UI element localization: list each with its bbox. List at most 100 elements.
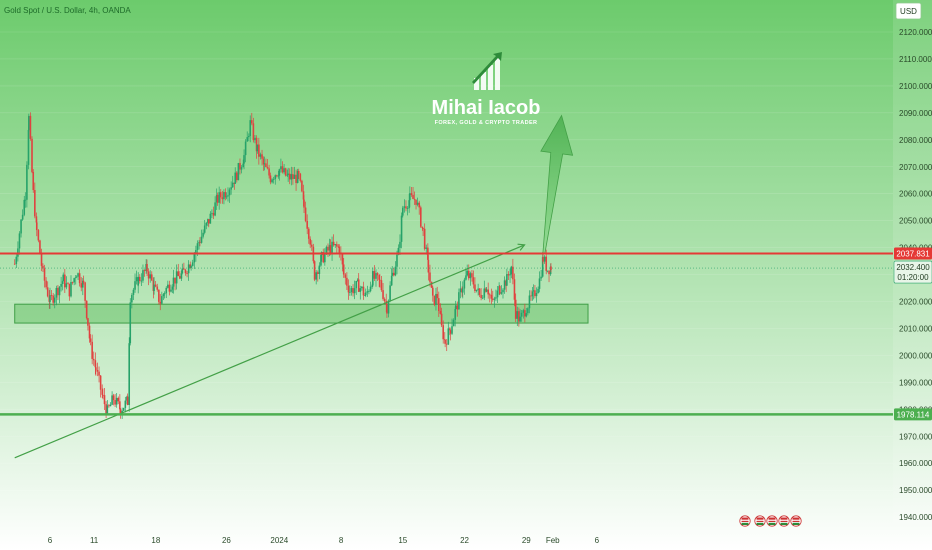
candle-body (214, 202, 216, 216)
candle-body (46, 287, 49, 297)
candle-body (548, 270, 550, 275)
candle-body (248, 136, 250, 138)
candle-body (510, 266, 513, 275)
price-tick-label: 2110.000 (899, 55, 932, 64)
candle-body (271, 179, 273, 183)
candle-body (379, 279, 381, 281)
candle-body (18, 233, 21, 249)
candle-body (233, 182, 236, 184)
candle-body (445, 343, 448, 345)
candle-body (20, 219, 22, 234)
candle-body (243, 155, 245, 164)
currency-button[interactable]: USD (895, 2, 922, 20)
candle-body (91, 341, 93, 359)
time-axis[interactable]: 6 11 18 26 2024 8 15 22 29 Feb 6 (48, 536, 600, 545)
time-tick-label: Feb (546, 536, 560, 545)
candle-body (357, 279, 360, 292)
symbol-title: Gold Spot / U.S. Dollar, 4h, OANDA (4, 6, 131, 15)
candle-body (371, 285, 373, 287)
candle-body (272, 179, 275, 180)
candle-body (82, 280, 84, 288)
candle-body (265, 163, 267, 168)
candle-body (112, 395, 115, 401)
candle-body (262, 158, 265, 165)
candle-body (443, 339, 446, 341)
candle-body (280, 166, 282, 170)
candle-body (71, 282, 74, 283)
resistance-price-tag: 2037.831 (894, 247, 932, 260)
candle-body (149, 274, 151, 279)
support-zone[interactable] (14, 303, 589, 324)
candle-body (527, 308, 529, 314)
flag-icon[interactable] (766, 515, 778, 527)
resistance-price-label: 2037.831 (896, 249, 930, 258)
candle-body (187, 264, 190, 274)
candle-body (246, 137, 249, 142)
candle-body (68, 283, 71, 297)
candle-body (440, 313, 443, 326)
candle-body (346, 277, 348, 286)
candle-body (31, 138, 33, 172)
candle-body (310, 244, 313, 247)
candle-body (263, 163, 266, 165)
candle-body (124, 400, 127, 408)
candle-body (430, 281, 433, 288)
candle-body (35, 222, 38, 231)
candle-body (480, 294, 482, 298)
candle-body (23, 199, 26, 215)
candle-body (422, 228, 424, 229)
candle-body (412, 194, 414, 199)
flag-icon[interactable] (778, 515, 790, 527)
candle-body (380, 280, 383, 291)
candle-body (403, 206, 406, 208)
candle-body (111, 395, 113, 405)
candle-body (57, 287, 59, 296)
projection-arrow[interactable] (540, 114, 574, 254)
flag-icon[interactable] (739, 515, 751, 527)
watermark-name: Mihai Iacob (432, 97, 541, 119)
candle-body (304, 207, 307, 221)
candle-body (537, 288, 539, 294)
candle-body (542, 256, 544, 262)
candle-body (493, 298, 496, 300)
candle-body (74, 277, 77, 279)
flag-icon[interactable] (790, 515, 802, 527)
candle-body (386, 304, 388, 314)
candle-body (327, 246, 329, 251)
candle-body (27, 129, 30, 165)
last-price-label: 2032.400 (896, 263, 930, 272)
candle-body (179, 276, 181, 279)
candle-body (43, 268, 46, 281)
candle-body (170, 289, 172, 292)
candle-body (528, 295, 531, 309)
candle-body (219, 192, 222, 198)
candle-body (376, 273, 379, 276)
support-price-label: 1978.114 (897, 410, 930, 419)
candle-body (191, 262, 194, 266)
candle-body (122, 407, 125, 411)
candle-body (328, 245, 331, 251)
candle-body (400, 215, 403, 242)
candle-body (60, 283, 62, 287)
candle-body (52, 295, 54, 303)
candle-body (184, 269, 187, 274)
candle-body (186, 273, 188, 274)
price-tick-label: 2080.000 (899, 136, 932, 145)
candle-body (393, 272, 395, 276)
flag-icon[interactable] (754, 515, 766, 527)
candle-body (240, 167, 243, 170)
candle-body (389, 285, 391, 301)
time-tick-label: 26 (222, 536, 231, 545)
candle-body (137, 276, 139, 286)
candle-body (413, 198, 416, 200)
candle-body (372, 271, 374, 286)
candle-body (447, 328, 450, 345)
trendline[interactable] (14, 244, 525, 459)
economic-events[interactable] (739, 515, 802, 527)
candle-body (180, 273, 183, 279)
bar-countdown-label: 01:20:00 (897, 273, 929, 282)
candle-body (277, 175, 280, 177)
candle-body (336, 244, 338, 247)
time-tick-label: 22 (460, 536, 469, 545)
